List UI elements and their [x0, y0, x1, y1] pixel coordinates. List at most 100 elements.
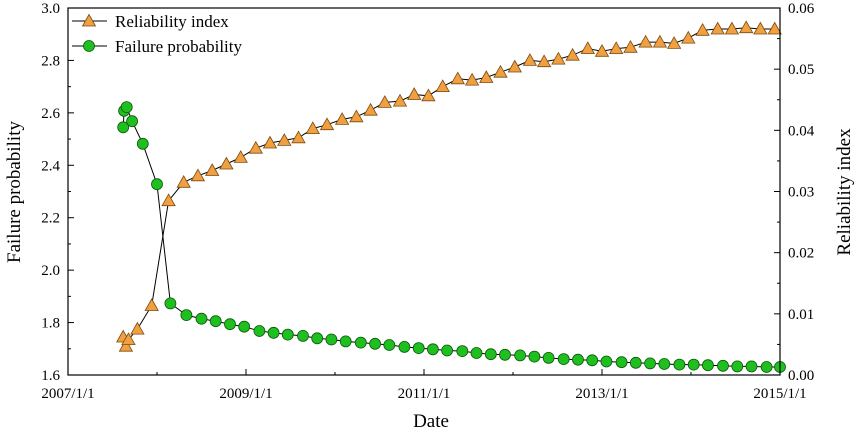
reliability-index-point [305, 121, 320, 135]
reliability-index-point [319, 117, 335, 131]
left-y-tick-label: 3.0 [41, 1, 60, 17]
legend-failure-circle-icon [83, 40, 95, 52]
x-tick-label: 2009/1/1 [219, 386, 272, 402]
reliability-index-point [421, 88, 436, 102]
failure-probability-point [412, 342, 425, 355]
right-y-tick-label: 0.06 [788, 1, 815, 17]
failure-probability-point [572, 353, 584, 366]
reliability-index-point [652, 34, 668, 48]
reliability-index-point [638, 34, 653, 48]
failure-probability-point [687, 358, 700, 371]
left-y-tick-label: 1.8 [41, 316, 60, 332]
failure-probability-point [484, 348, 497, 361]
reliability-index-point [753, 21, 768, 35]
right-y-tick-label: 0.02 [788, 246, 814, 262]
reliability-index-point [407, 87, 422, 100]
failure-probability-point [760, 361, 773, 373]
failure-probability-point [224, 318, 236, 331]
failure-probability-point [499, 348, 511, 361]
plot-frame [67, 7, 781, 376]
failure-probability-point [339, 335, 352, 348]
failure-probability-point [369, 337, 382, 350]
failure-probability-point [470, 347, 483, 359]
failure-probability-point [426, 343, 439, 356]
reliability-index-point [724, 21, 740, 35]
failure-probability-point [600, 355, 613, 368]
reliability-index-point [205, 163, 220, 176]
right-y-tick-label: 0.04 [788, 123, 815, 139]
failure-probability-point [673, 358, 686, 371]
axis-ticks: 1.6 1.8 2.0 2.2 2.4 2.6 2.8 3.0 0.00 0.01 0.02 0.03… [41, 1, 815, 402]
failure-probability-point [195, 312, 208, 325]
reliability-index-point [392, 93, 408, 107]
failure-probability-point [441, 344, 454, 357]
reliability-index-point [536, 54, 552, 68]
failure-probability-point [354, 336, 367, 349]
failure-probability-point [117, 121, 130, 134]
reliability-index-point [710, 21, 725, 35]
reliability-index-point [551, 51, 566, 65]
series-layer [116, 20, 786, 373]
legend-failure-label: Failure probability [115, 37, 243, 56]
right-y-tick-label: 0.03 [788, 185, 814, 201]
failure-probability-point [586, 354, 599, 367]
reliability-index-point [580, 41, 595, 54]
failure-probability-point [398, 340, 411, 353]
failure-probability-point [120, 101, 133, 113]
failure-probability-point [717, 359, 729, 372]
failure-probability-point [644, 357, 656, 370]
failure-probability-point [297, 329, 309, 342]
legend: Reliability index Failure probability [72, 12, 243, 56]
reliability-index-point [666, 36, 682, 49]
failure-probability-point [180, 309, 193, 322]
reliability-index-point [767, 21, 782, 35]
right-y-axis-title: Reliability index [834, 128, 855, 256]
reliability-index-point [176, 174, 191, 188]
x-tick-label: 2007/1/1 [41, 386, 94, 402]
right-y-tick-label: 0.05 [788, 62, 814, 78]
left-y-axis-title: Failure probability [4, 121, 25, 263]
failure-probability-point [164, 297, 177, 310]
reliability-index-point [594, 43, 610, 57]
x-tick-label: 2011/1/1 [398, 386, 451, 402]
reliability-index-point [248, 140, 263, 154]
x-tick-label: 2013/1/1 [575, 386, 628, 402]
failure-probability-point [702, 359, 714, 372]
left-y-tick-label: 1.6 [41, 368, 60, 384]
right-y-tick-label: 0.01 [788, 307, 814, 323]
failure-probability-point [456, 345, 469, 358]
failure-probability-point [528, 350, 541, 363]
failure-probability-point [151, 178, 163, 191]
reliability-index-point [450, 71, 465, 85]
failure-probability-point [557, 353, 570, 366]
reliability-index-point [144, 298, 159, 311]
reliability-index-point [435, 79, 450, 92]
reliability-index-point [262, 135, 278, 149]
x-tick-label: 2015/1/1 [753, 386, 806, 402]
failure-probability-point [629, 356, 642, 369]
failure-probability-point [731, 360, 744, 373]
reliability-index-point [609, 41, 624, 54]
reliability-index-point [363, 102, 378, 116]
left-y-tick-label: 2.8 [41, 53, 60, 69]
reliability-index-point [121, 332, 136, 346]
left-y-tick-label: 2.2 [41, 211, 60, 227]
reliability-index-point [623, 39, 638, 53]
failure-probability-point [253, 325, 266, 337]
reliability-index-point [377, 95, 392, 108]
left-y-tick-label: 2.6 [41, 106, 60, 122]
x-axis-title: Date [413, 411, 449, 432]
reliability-index-point [349, 109, 364, 123]
reliability-index-line [122, 27, 775, 348]
failure-probability-point [126, 115, 139, 128]
reliability-index-point [507, 59, 522, 73]
reliability-index-point [334, 112, 350, 125]
failure-probability-point [658, 358, 671, 370]
left-y-tick-label: 2.4 [41, 158, 60, 174]
reliability-index-point [219, 156, 234, 170]
failure-probability-point [281, 328, 294, 341]
failure-probability-point [209, 315, 222, 328]
reliability-index-point [695, 22, 710, 36]
failure-probability-point [615, 356, 628, 369]
